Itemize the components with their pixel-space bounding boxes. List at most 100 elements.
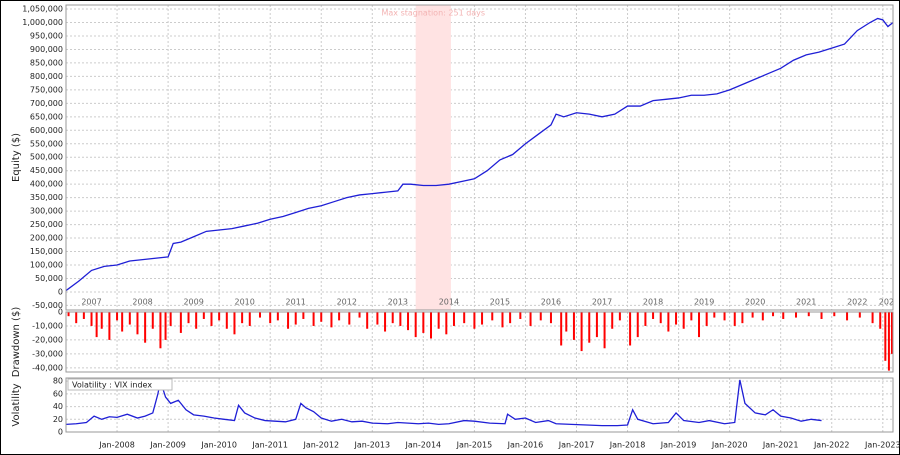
y-tick-label: 200,000: [30, 234, 63, 243]
bar: [210, 312, 213, 326]
year-label: 2008: [132, 298, 152, 307]
bar: [399, 312, 402, 326]
y-tick-label: 450,000: [30, 166, 63, 175]
y-tick-label: 800,000: [30, 72, 63, 81]
y-tick-label: 100,000: [30, 261, 63, 270]
bar: [723, 312, 726, 321]
year-label: 2014: [439, 298, 459, 307]
y-tick-label: 250,000: [30, 220, 63, 229]
bar: [384, 312, 387, 332]
bar: [491, 312, 494, 321]
bar: [187, 312, 190, 324]
bar: [218, 312, 221, 321]
y-tick-label: -10,000: [32, 321, 63, 330]
x-tick-label: Jan-2014: [405, 441, 442, 450]
bar: [366, 312, 369, 329]
bar: [807, 312, 810, 317]
stagnation-band: [415, 5, 451, 310]
bar: [539, 312, 542, 321]
bar: [241, 312, 244, 324]
bar: [67, 312, 70, 317]
y-tick-label: -40,000: [32, 363, 63, 372]
bar: [95, 312, 98, 338]
bar: [75, 312, 78, 324]
bar: [644, 312, 647, 326]
x-tick-label: Jan-2008: [98, 441, 135, 450]
bar: [202, 312, 205, 319]
bar: [269, 312, 272, 324]
y-tick-label: 0: [58, 287, 63, 296]
y-tick-label: 400,000: [30, 180, 63, 189]
bar: [682, 312, 685, 329]
bar: [795, 312, 798, 318]
y-tick-label: 0: [58, 308, 63, 317]
bar: [128, 312, 131, 325]
bar: [258, 312, 261, 318]
bar: [846, 312, 849, 321]
y-tick-label: -30,000: [32, 349, 63, 358]
year-label: 2015: [490, 298, 510, 307]
bar: [414, 312, 417, 338]
bar: [195, 312, 198, 329]
bar: [151, 312, 154, 329]
bar: [529, 312, 532, 326]
y-tick-label: 350,000: [30, 193, 63, 202]
bar: [159, 312, 162, 349]
y-tick-label: 600,000: [30, 126, 63, 135]
plot-area: Max stagnation: 251 days 2007 2008 2009 2010…: [66, 5, 893, 310]
bar: [580, 312, 583, 352]
x-tick-label: Jan-2016: [507, 441, 544, 450]
x-tick-label: Jan-2009: [149, 441, 186, 450]
y-axis-label: Drawdown ($): [11, 307, 22, 378]
bar: [572, 312, 575, 340]
panel-frame: [65, 311, 894, 373]
bar: [144, 312, 147, 343]
bar: [890, 312, 893, 354]
bar: [82, 312, 85, 319]
year-label: 2018: [643, 298, 663, 307]
bar: [287, 312, 290, 329]
bar: [437, 312, 440, 329]
year-label: 2011: [286, 298, 306, 307]
y-tick-label: -20,000: [32, 335, 63, 344]
bar: [294, 312, 297, 325]
y-tick-label: 60: [53, 389, 63, 398]
bar: [560, 312, 563, 346]
y-tick-label: 0: [58, 428, 63, 437]
bar: [225, 312, 228, 329]
x-tick-label: Jan-2023: [864, 441, 900, 450]
bar: [833, 312, 836, 317]
bar: [519, 312, 522, 319]
bar: [376, 312, 379, 325]
bar: [698, 312, 701, 338]
y-tick-label: 750,000: [30, 85, 63, 94]
bar: [169, 312, 172, 326]
bar: [713, 312, 716, 318]
bar: [452, 312, 455, 326]
bar: [761, 312, 764, 321]
bar: [565, 312, 568, 332]
bar: [233, 312, 236, 335]
bar: [588, 312, 591, 343]
bar: [312, 312, 315, 326]
bar: [690, 312, 693, 321]
bar: [772, 312, 775, 317]
x-tick-label: Jan-2015: [456, 441, 493, 450]
y-tick-label: 700,000: [30, 99, 63, 108]
bar: [338, 312, 341, 321]
y-tick-label: 300,000: [30, 207, 63, 216]
y-tick-label: 950,000: [30, 31, 63, 40]
bar: [136, 312, 139, 335]
legend-box: [67, 378, 173, 391]
bar: [481, 312, 484, 325]
bar: [618, 312, 621, 321]
x-tick-label: Jan-2019: [660, 441, 697, 450]
bar: [879, 312, 882, 329]
y-tick-label: 500,000: [30, 153, 63, 162]
bar: [108, 312, 111, 340]
y-tick-label: 850,000: [30, 58, 63, 67]
year-label: 2020: [745, 298, 765, 307]
bar: [629, 312, 632, 346]
data-line: [66, 378, 822, 427]
